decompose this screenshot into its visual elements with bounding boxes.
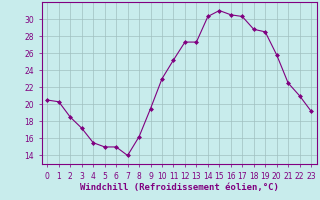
X-axis label: Windchill (Refroidissement éolien,°C): Windchill (Refroidissement éolien,°C) — [80, 183, 279, 192]
